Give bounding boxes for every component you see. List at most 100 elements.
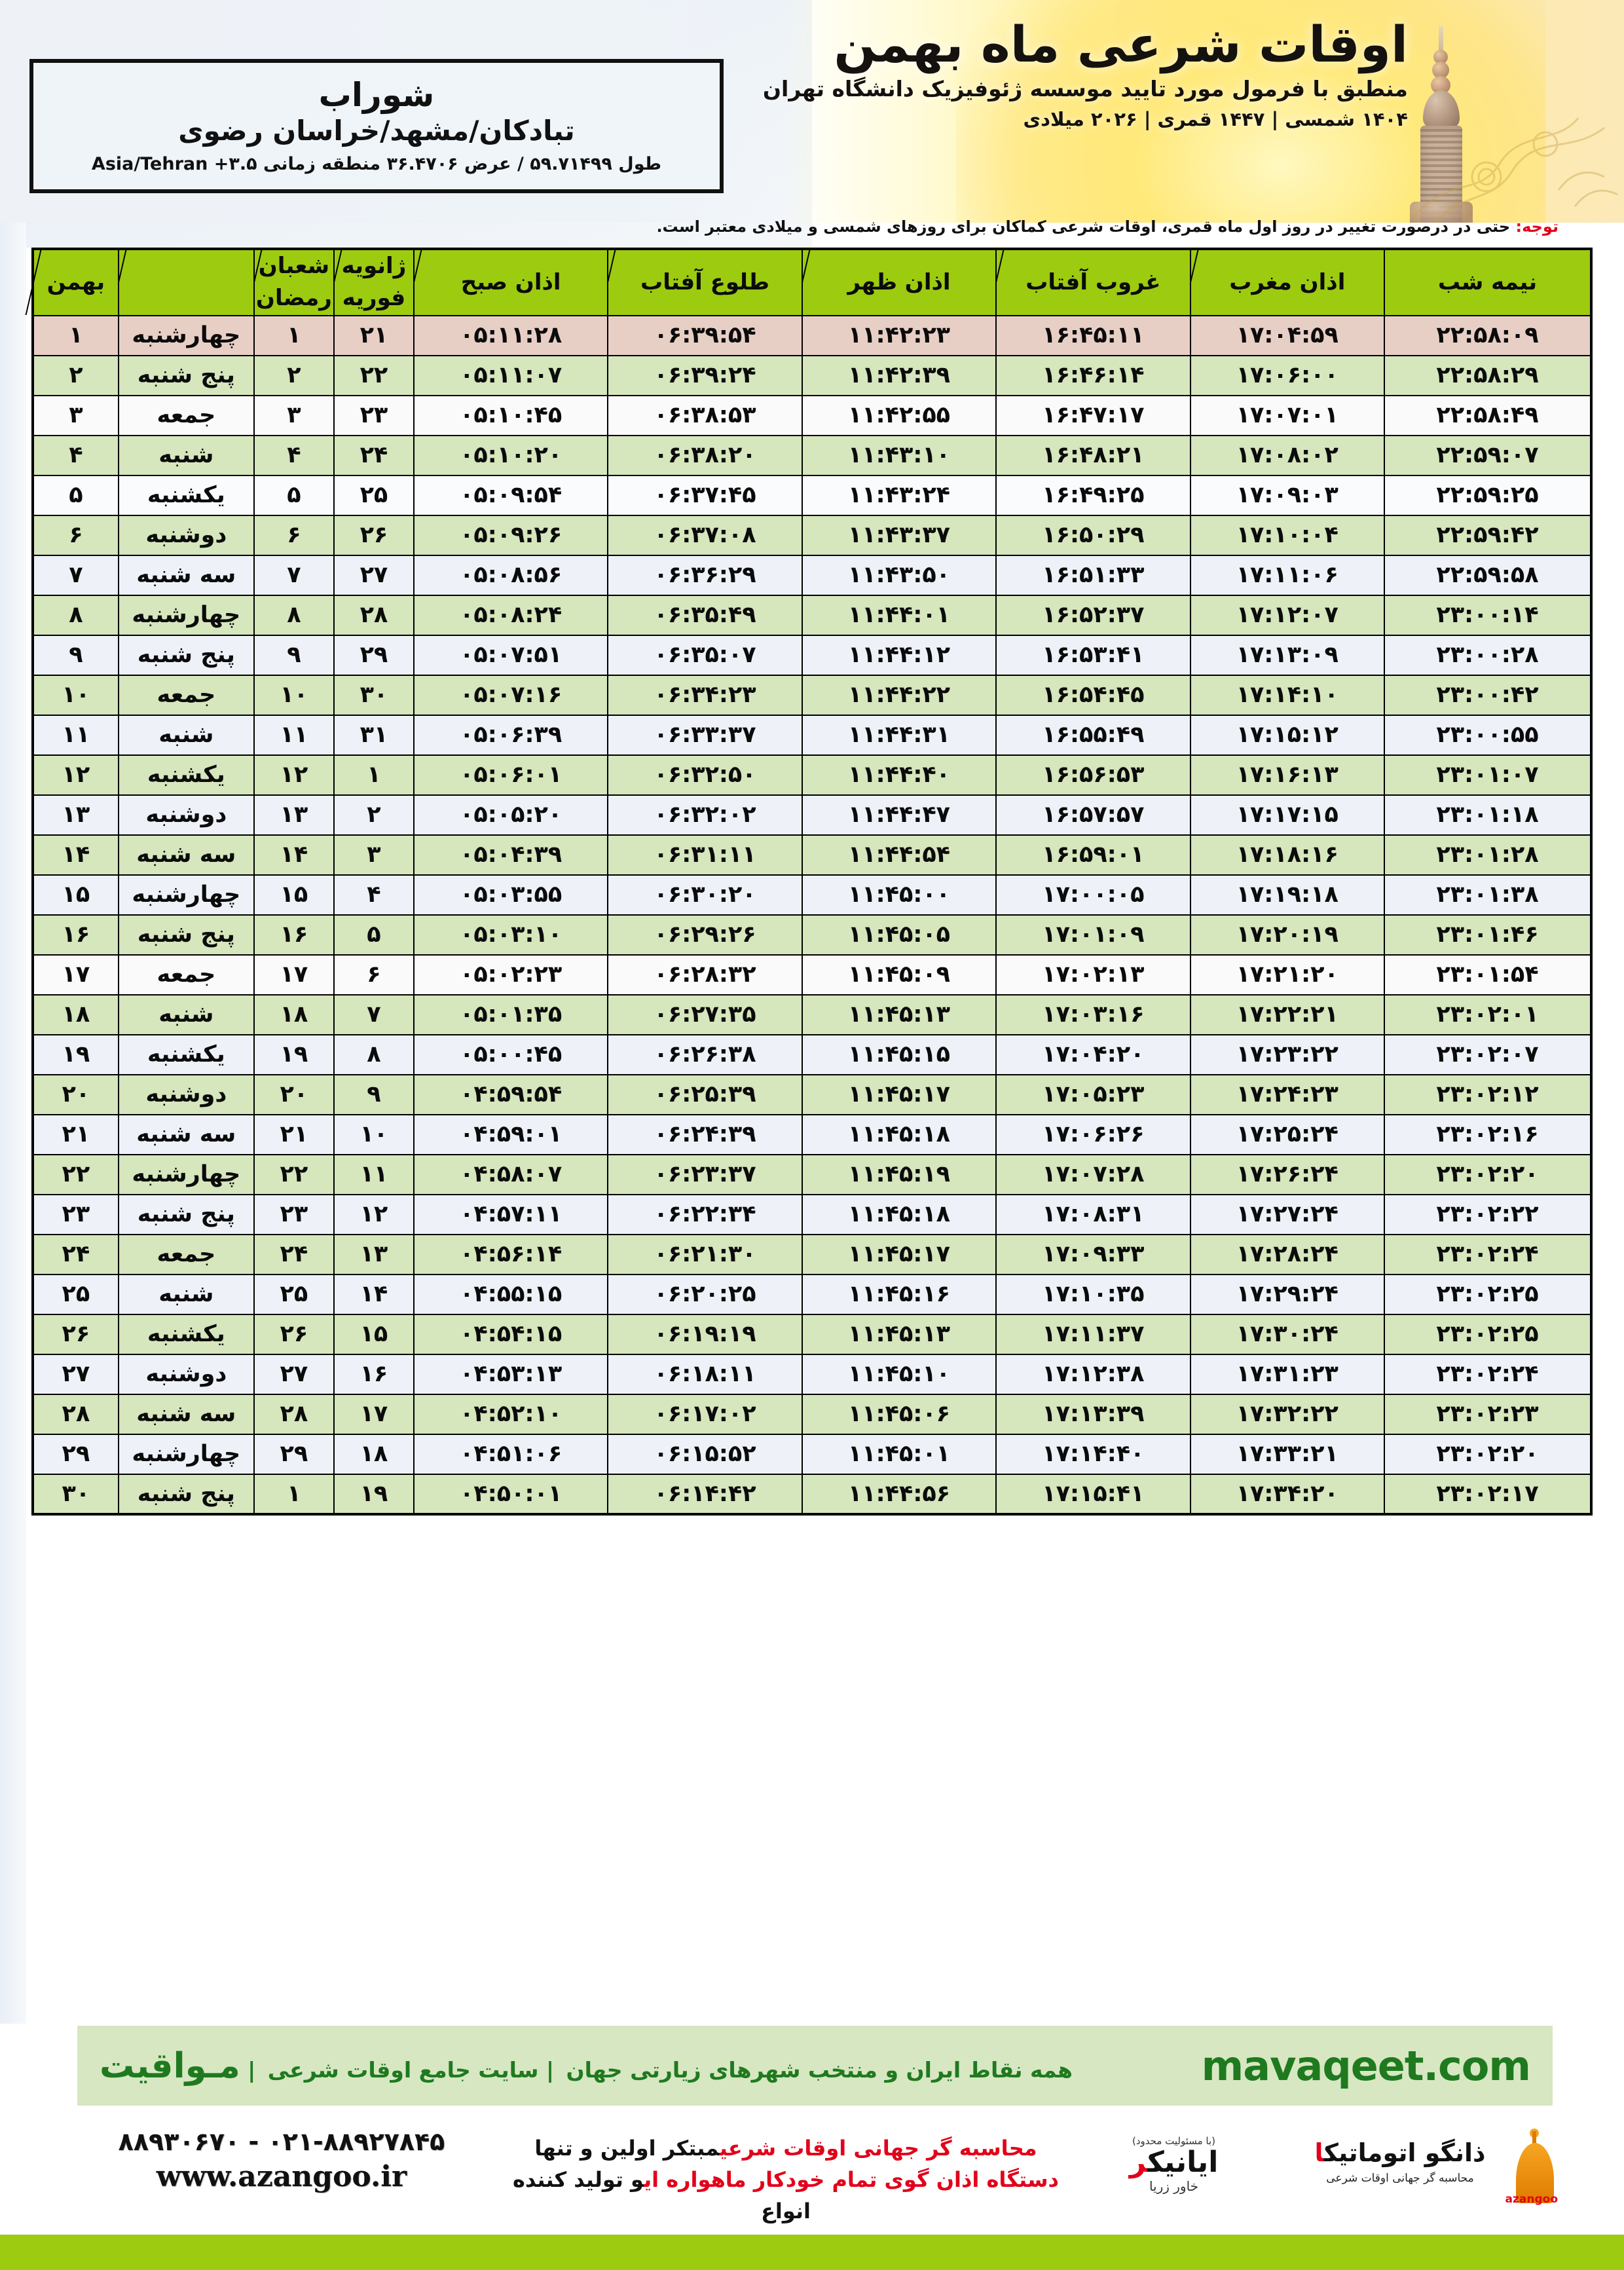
- table-row[interactable]: ۲۳:۰۲:۲۴ ۱۷:۳۱:۲۳ ۱۷:۱۲:۳۸ ۱۱:۴۵:۱۰ ۰۶:۱۸:۱۱…: [32, 1353, 1593, 1395]
- table-row[interactable]: ۲۳:۰۱:۲۸ ۱۷:۱۸:۱۶ ۱۶:۵۹:۰۱ ۱۱:۴۴:۵۴ ۰۶:۳۱:۱۱…: [32, 834, 1593, 876]
- cell-sunrise: ۰۶:۲۰:۲۵: [607, 1273, 803, 1315]
- table-row[interactable]: ۲۳:۰۲:۲۵ ۱۷:۳۰:۲۴ ۱۷:۱۱:۳۷ ۱۱:۴۵:۱۳ ۰۶:۱۹:۱۹…: [32, 1313, 1593, 1355]
- cell-sunset: ۱۷:۰۲:۱۳: [995, 954, 1191, 995]
- table-row[interactable]: ۲۳:۰۲:۲۳ ۱۷:۳۲:۲۲ ۱۷:۱۳:۳۹ ۱۱:۴۵:۰۶ ۰۶:۱۷:۰۲…: [32, 1393, 1593, 1435]
- cell-weekday: جمعه: [117, 1233, 255, 1275]
- table-row[interactable]: ۲۲:۵۸:۴۹ ۱۷:۰۷:۰۱ ۱۶:۴۷:۱۷ ۱۱:۴۲:۵۵ ۰۶:۳۸:۵۳…: [32, 394, 1593, 436]
- table-row[interactable]: ۲۳:۰۲:۲۴ ۱۷:۲۸:۲۴ ۱۷:۰۹:۳۳ ۱۱:۴۵:۱۷ ۰۶:۲۱:۳۰…: [32, 1233, 1593, 1275]
- cell-midnight: ۲۳:۰۰:۵۵: [1383, 714, 1593, 756]
- rayaneek-limited-liability: (با مسئولیت محدود): [1132, 2135, 1216, 2147]
- cell-maghrib-azan: ۱۷:۱۶:۱۳: [1189, 754, 1385, 796]
- cell-maghrib-azan: ۱۷:۲۱:۲۰: [1189, 954, 1385, 995]
- col-header-fajr-azan[interactable]: اذان صبح: [413, 248, 609, 316]
- cell-midnight: ۲۲:۵۹:۰۷: [1383, 434, 1593, 476]
- table-row[interactable]: ۲۳:۰۲:۱۶ ۱۷:۲۵:۲۴ ۱۷:۰۶:۲۶ ۱۱:۴۵:۱۸ ۰۶:۲۴:۳۹…: [32, 1113, 1593, 1155]
- prayer-times-table: نیمه شب اذان مغرب غروب آفتاب اذان ظهر طل…: [31, 248, 1593, 1516]
- cell-dhuhr-azan: ۱۱:۴۴:۰۱: [801, 594, 997, 636]
- cell-midnight: ۲۳:۰۲:۲۴: [1383, 1233, 1593, 1275]
- col-header-midnight[interactable]: نیمه شب: [1383, 248, 1593, 316]
- table-row[interactable]: ۲۳:۰۰:۴۲ ۱۷:۱۴:۱۰ ۱۶:۵۴:۴۵ ۱۱:۴۴:۲۲ ۰۶:۳۴:۲۳…: [32, 674, 1593, 716]
- table-row[interactable]: ۲۳:۰۱:۵۴ ۱۷:۲۱:۲۰ ۱۷:۰۲:۱۳ ۱۱:۴۵:۰۹ ۰۶:۲۸:۳۲…: [32, 954, 1593, 995]
- cell-midnight: ۲۲:۵۸:۲۹: [1383, 354, 1593, 396]
- cell-dhuhr-azan: ۱۱:۴۴:۵۴: [801, 834, 997, 876]
- table-row[interactable]: ۲۲:۵۸:۰۹ ۱۷:۰۴:۵۹ ۱۶:۴۵:۱۱ ۱۱:۴۲:۲۳ ۰۶:۳۹:۵۴…: [32, 314, 1593, 356]
- cell-hijri-day: ۸: [253, 594, 335, 636]
- table-row[interactable]: ۲۳:۰۱:۱۸ ۱۷:۱۷:۱۵ ۱۶:۵۷:۵۷ ۱۱:۴۴:۴۷ ۰۶:۳۲:۰۲…: [32, 794, 1593, 836]
- col-header-sunset[interactable]: غروب آفتاب: [995, 248, 1191, 316]
- table-row[interactable]: ۲۳:۰۲:۱۷ ۱۷:۳۴:۲۰ ۱۷:۱۵:۴۱ ۱۱:۴۴:۵۶ ۰۶:۱۴:۴۲…: [32, 1473, 1593, 1515]
- table-row[interactable]: ۲۳:۰۲:۰۱ ۱۷:۲۲:۲۱ ۱۷:۰۳:۱۶ ۱۱:۴۵:۱۳ ۰۶:۲۷:۳۵…: [32, 994, 1593, 1035]
- arabesque-ornament-icon: [1413, 117, 1618, 223]
- cell-sunset: ۱۶:۵۴:۴۵: [995, 674, 1191, 716]
- cell-sunset: ۱۶:۴۹:۲۵: [995, 474, 1191, 516]
- cell-midnight: ۲۳:۰۰:۴۲: [1383, 674, 1593, 716]
- cell-bahman-day: ۹: [32, 634, 119, 676]
- cell-bahman-day: ۱: [32, 314, 119, 356]
- table-row[interactable]: ۲۳:۰۲:۲۰ ۱۷:۲۶:۲۴ ۱۷:۰۷:۲۸ ۱۱:۴۵:۱۹ ۰۶:۲۳:۳۷…: [32, 1153, 1593, 1195]
- table-row[interactable]: ۲۳:۰۱:۳۸ ۱۷:۱۹:۱۸ ۱۷:۰۰:۰۵ ۱۱:۴۵:۰۰ ۰۶:۳۰:۲۰…: [32, 874, 1593, 916]
- cell-maghrib-azan: ۱۷:۲۷:۲۴: [1189, 1193, 1385, 1235]
- table-row[interactable]: ۲۳:۰۲:۰۷ ۱۷:۲۳:۲۲ ۱۷:۰۴:۲۰ ۱۱:۴۵:۱۵ ۰۶:۲۶:۳۸…: [32, 1033, 1593, 1075]
- cell-midnight: ۲۲:۵۹:۲۵: [1383, 474, 1593, 516]
- table-row[interactable]: ۲۲:۵۹:۵۸ ۱۷:۱۱:۰۶ ۱۶:۵۱:۳۳ ۱۱:۴۳:۵۰ ۰۶:۳۶:۲۹…: [32, 554, 1593, 596]
- col-header-dhuhr-azan[interactable]: اذان ظهر: [801, 248, 997, 316]
- table-row[interactable]: ۲۳:۰۰:۵۵ ۱۷:۱۵:۱۲ ۱۶:۵۵:۴۹ ۱۱:۴۴:۳۱ ۰۶:۳۳:۳۷…: [32, 714, 1593, 756]
- cell-hijri-day: ۲۸: [253, 1393, 335, 1435]
- table-row[interactable]: ۲۳:۰۰:۲۸ ۱۷:۱۳:۰۹ ۱۶:۵۳:۴۱ ۱۱:۴۴:۱۲ ۰۶:۳۵:۰۷…: [32, 634, 1593, 676]
- cell-sunrise: ۰۶:۱۸:۱۱: [607, 1353, 803, 1395]
- table-row[interactable]: ۲۳:۰۲:۲۰ ۱۷:۳۳:۲۱ ۱۷:۱۴:۴۰ ۱۱:۴۵:۰۱ ۰۶:۱۵:۵۲…: [32, 1433, 1593, 1475]
- footer-brand-bar: mavaqeet.com همه نقاط ایران و منتخب شهره…: [77, 2026, 1553, 2106]
- cell-weekday: جمعه: [117, 674, 255, 716]
- table-row[interactable]: ۲۲:۵۹:۰۷ ۱۷:۰۸:۰۲ ۱۶:۴۸:۲۱ ۱۱:۴۳:۱۰ ۰۶:۳۸:۲۰…: [32, 434, 1593, 476]
- cell-dhuhr-azan: ۱۱:۴۳:۳۷: [801, 514, 997, 556]
- cell-fajr-azan: ۰۴:۵۷:۱۱: [413, 1193, 609, 1235]
- table-row[interactable]: ۲۳:۰۲:۲۲ ۱۷:۲۷:۲۴ ۱۷:۰۸:۳۱ ۱۱:۴۵:۱۸ ۰۶:۲۲:۳۴…: [32, 1193, 1593, 1235]
- cell-maghrib-azan: ۱۷:۱۹:۱۸: [1189, 874, 1385, 916]
- col-header-hijri[interactable]: شعبان رمضان: [253, 248, 335, 316]
- col-header-bahman[interactable]: بهمن: [32, 248, 119, 316]
- cell-midnight: ۲۳:۰۲:۲۳: [1383, 1393, 1593, 1435]
- cell-bahman-day: ۱۴: [32, 834, 119, 876]
- cell-sunrise: ۰۶:۳۷:۰۸: [607, 514, 803, 556]
- table-row[interactable]: ۲۳:۰۲:۲۵ ۱۷:۲۹:۲۴ ۱۷:۱۰:۳۵ ۱۱:۴۵:۱۶ ۰۶:۲۰:۲۵…: [32, 1273, 1593, 1315]
- table-row[interactable]: ۲۳:۰۲:۱۲ ۱۷:۲۴:۲۳ ۱۷:۰۵:۲۳ ۱۱:۴۵:۱۷ ۰۶:۲۵:۳۹…: [32, 1073, 1593, 1115]
- cell-midnight: ۲۳:۰۱:۵۴: [1383, 954, 1593, 995]
- table-row[interactable]: ۲۳:۰۰:۱۴ ۱۷:۱۲:۰۷ ۱۶:۵۲:۳۷ ۱۱:۴۴:۰۱ ۰۶:۳۵:۴۹…: [32, 594, 1593, 636]
- brand-domain[interactable]: mavaqeet.com: [1201, 2041, 1531, 2090]
- contact-website[interactable]: www.azangoo.ir: [156, 2160, 407, 2193]
- cell-dhuhr-azan: ۱۱:۴۵:۱۳: [801, 1313, 997, 1355]
- cell-gregorian-day: ۲۴: [333, 434, 415, 476]
- cell-dhuhr-azan: ۱۱:۴۳:۱۰: [801, 434, 997, 476]
- cell-sunset: ۱۶:۵۰:۲۹: [995, 514, 1191, 556]
- table-row[interactable]: ۲۳:۰۱:۴۶ ۱۷:۲۰:۱۹ ۱۷:۰۱:۰۹ ۱۱:۴۵:۰۵ ۰۶:۲۹:۲۶…: [32, 914, 1593, 956]
- promo-line-2: دستگاه اذان گوی تمام خودکار ماهواره ایو …: [498, 2164, 1074, 2227]
- cell-weekday: پنج شنبه: [117, 914, 255, 956]
- azangoo-logo: azangoo ذانگو اتوماتیکا محاسبه گر جهانی …: [1287, 2129, 1562, 2215]
- cell-sunrise: ۰۶:۳۷:۴۵: [607, 474, 803, 516]
- cell-midnight: ۲۳:۰۲:۱۷: [1383, 1473, 1593, 1515]
- footer-bottom: ۰۲۱-۸۸۹۲۷۸۴۵ - ۸۸۹۳۰۶۷۰ www.azangoo.ir م…: [0, 2121, 1624, 2232]
- cell-gregorian-day: ۳۰: [333, 674, 415, 716]
- table-row[interactable]: ۲۲:۵۹:۴۲ ۱۷:۱۰:۰۴ ۱۶:۵۰:۲۹ ۱۱:۴۳:۳۷ ۰۶:۳۷:۰۸…: [32, 514, 1593, 556]
- table-row[interactable]: ۲۲:۵۸:۲۹ ۱۷:۰۶:۰۰ ۱۶:۴۶:۱۴ ۱۱:۴۲:۳۹ ۰۶:۳۹:۲۴…: [32, 354, 1593, 396]
- cell-sunrise: ۰۶:۱۵:۵۲: [607, 1433, 803, 1475]
- page-left-band: [0, 0, 26, 2024]
- cell-weekday: دوشنبه: [117, 1073, 255, 1115]
- table-row[interactable]: ۲۲:۵۹:۲۵ ۱۷:۰۹:۰۳ ۱۶:۴۹:۲۵ ۱۱:۴۳:۲۴ ۰۶:۳۷:۴۵…: [32, 474, 1593, 516]
- col-header-gregorian[interactable]: ژانویه فوریه: [333, 248, 415, 316]
- cell-sunrise: ۰۶:۳۵:۴۹: [607, 594, 803, 636]
- cell-hijri-day: ۳: [253, 394, 335, 436]
- cell-fajr-azan: ۰۴:۵۵:۱۵: [413, 1273, 609, 1315]
- cell-hijri-day: ۲۶: [253, 1313, 335, 1355]
- table-row[interactable]: ۲۳:۰۱:۰۷ ۱۷:۱۶:۱۳ ۱۶:۵۶:۵۳ ۱۱:۴۴:۴۰ ۰۶:۳۲:۵۰…: [32, 754, 1593, 796]
- col-header-maghrib-azan[interactable]: اذان مغرب: [1189, 248, 1385, 316]
- promo-line-1-text: مبتکر اولین و تنها: [534, 2136, 720, 2161]
- cell-dhuhr-azan: ۱۱:۴۴:۴۰: [801, 754, 997, 796]
- col-header-sunrise[interactable]: طلوع آفتاب: [607, 248, 803, 316]
- col-header-weekday[interactable]: [117, 248, 255, 316]
- cell-sunrise: ۰۶:۳۸:۵۳: [607, 394, 803, 436]
- azangoo-text-block: ذانگو اتوماتیکا محاسبه گر جهانی اوقات شر…: [1292, 2140, 1508, 2185]
- cell-fajr-azan: ۰۵:۰۷:۵۱: [413, 634, 609, 676]
- cell-fajr-azan: ۰۵:۱۰:۲۰: [413, 434, 609, 476]
- cell-dhuhr-azan: ۱۱:۴۲:۲۳: [801, 314, 997, 356]
